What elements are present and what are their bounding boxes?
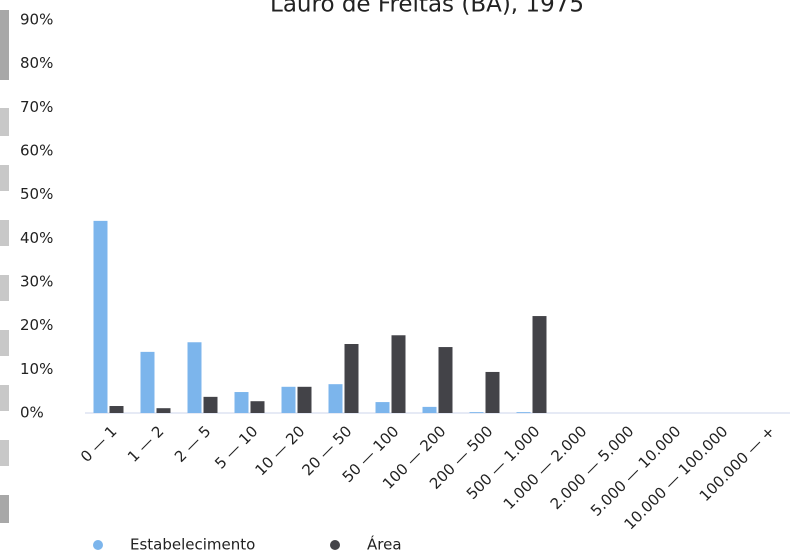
y-tick-label: 0%	[20, 404, 44, 422]
scroll-block	[0, 275, 9, 301]
bar	[485, 371, 500, 413]
scroll-block	[0, 108, 9, 136]
chart-title: Lauro de Freitas (BA), 1975	[270, 0, 584, 18]
y-tick-label: 50%	[20, 185, 53, 203]
bar	[234, 392, 249, 413]
y-tick-label: 70%	[20, 98, 53, 116]
bar	[156, 408, 171, 413]
bar	[328, 384, 343, 413]
x-tick-label: 10 — 20	[251, 422, 308, 479]
bar	[140, 351, 155, 413]
y-tick-label: 40%	[20, 229, 53, 247]
bar	[391, 335, 406, 413]
side-decoration	[0, 10, 9, 523]
bar	[109, 406, 124, 413]
scroll-block	[0, 440, 9, 466]
bar	[203, 396, 218, 413]
bar	[532, 316, 547, 413]
y-tick-label: 60%	[20, 142, 53, 160]
x-tick-label: 0 — 1	[77, 422, 121, 466]
bar	[344, 344, 359, 413]
y-tick-label: 10%	[20, 360, 53, 378]
scroll-block	[0, 10, 9, 80]
x-tick-label: 1.000 — 2.000	[500, 422, 591, 513]
x-tick-label: 1 — 2	[124, 422, 168, 466]
legend-label: Estabelecimento	[130, 536, 255, 554]
x-tick-label: 2 — 5	[171, 422, 215, 466]
bar	[93, 220, 108, 413]
bar	[422, 406, 437, 413]
bar	[250, 401, 265, 413]
bar	[281, 386, 296, 413]
legend-label: Área	[367, 535, 402, 554]
y-tick-label: 90%	[20, 11, 53, 29]
bar	[516, 412, 531, 413]
bar	[187, 342, 202, 413]
y-tick-label: 30%	[20, 273, 53, 291]
scroll-block	[0, 495, 9, 523]
legend-marker	[330, 540, 340, 550]
scroll-block	[0, 330, 9, 356]
bar	[438, 347, 453, 413]
scroll-block	[0, 385, 9, 411]
y-tick-label: 20%	[20, 316, 53, 334]
bar	[375, 402, 390, 413]
x-tick-label: 2.000 — 5.000	[547, 422, 638, 513]
bar	[297, 386, 312, 413]
bar	[469, 412, 484, 413]
scroll-block	[0, 165, 9, 191]
legend-marker	[93, 540, 103, 550]
scroll-block	[0, 220, 9, 246]
y-tick-label: 80%	[20, 54, 53, 72]
